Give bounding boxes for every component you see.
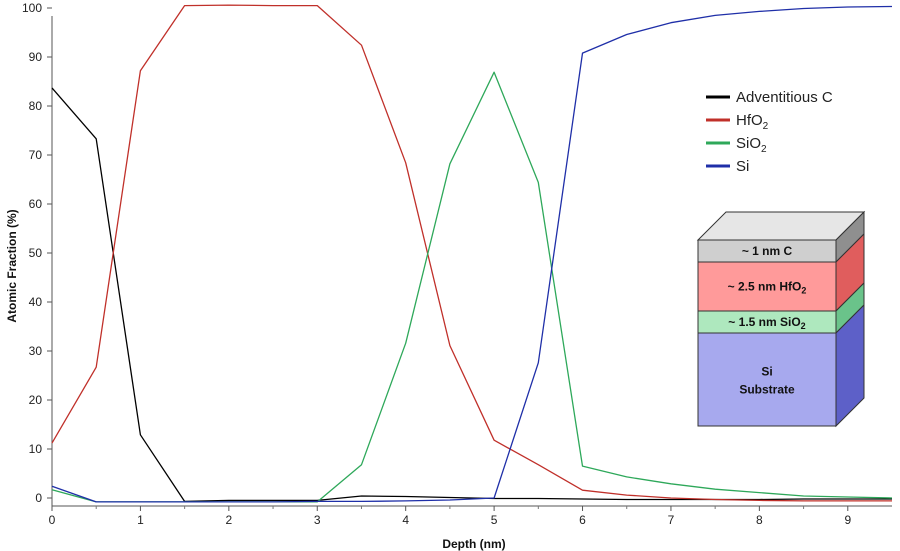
- series-line-adventitious-c: [51, 87, 892, 503]
- y-axis-title: Atomic Fraction (%): [5, 209, 19, 322]
- x-tick-label: 6: [579, 513, 586, 527]
- inset-layer-label: ~ 1.5 nm SiO2: [728, 315, 805, 331]
- y-tick-label: 70: [29, 148, 43, 162]
- x-tick-label: 9: [844, 513, 851, 527]
- y-tick-label: 60: [29, 197, 43, 211]
- series-layer: [51, 4, 893, 503]
- legend-label: Adventitious C: [736, 89, 833, 106]
- x-tick-label: 4: [402, 513, 409, 527]
- y-tick-label: 50: [29, 246, 43, 260]
- x-tick-label: 7: [668, 513, 675, 527]
- inset-layer-label: ~ 2.5 nm HfO2: [728, 280, 807, 296]
- x-tick-label: 5: [491, 513, 498, 527]
- layer-stack-inset: ~ 1 nm C ~ 2.5 nm HfO2 ~ 1.5 nm SiO2 Si Subs…: [696, 210, 866, 428]
- inset-layer-front: [697, 261, 837, 312]
- inset-layer-label: Substrate: [739, 383, 795, 397]
- y-tick-label: 80: [29, 99, 43, 113]
- legend: Adventitious C HfO2 SiO2 Si: [706, 89, 833, 175]
- y-tick-label: 20: [29, 393, 43, 407]
- inset-layer-label: ~ 1 nm C: [742, 244, 793, 258]
- series-line-si: [51, 5, 893, 503]
- x-axis-title: Depth (nm): [442, 537, 505, 551]
- inset-layer-side: [835, 303, 865, 428]
- x-tick-label: 1: [137, 513, 144, 527]
- inset-top-face: [696, 211, 866, 241]
- x-tick-label: 0: [49, 513, 56, 527]
- y-tick-label: 30: [29, 344, 43, 358]
- y-tick-label: 40: [29, 295, 43, 309]
- y-tick-label: 0: [35, 491, 42, 505]
- inset-layer-front: [697, 332, 837, 427]
- x-tick-label: 2: [225, 513, 232, 527]
- y-tick-label: 100: [22, 1, 42, 15]
- x-tick-label: 3: [314, 513, 321, 527]
- series-line-hfo2: [51, 4, 892, 502]
- x-tick-label: 8: [756, 513, 763, 527]
- legend-label: Si: [736, 158, 749, 175]
- y-tick-label: 90: [29, 50, 43, 64]
- y-tick-label: 10: [29, 442, 43, 456]
- legend-label: SiO2: [736, 135, 767, 155]
- inset-layer-label: Si: [761, 365, 772, 379]
- legend-label: HfO2: [736, 112, 769, 132]
